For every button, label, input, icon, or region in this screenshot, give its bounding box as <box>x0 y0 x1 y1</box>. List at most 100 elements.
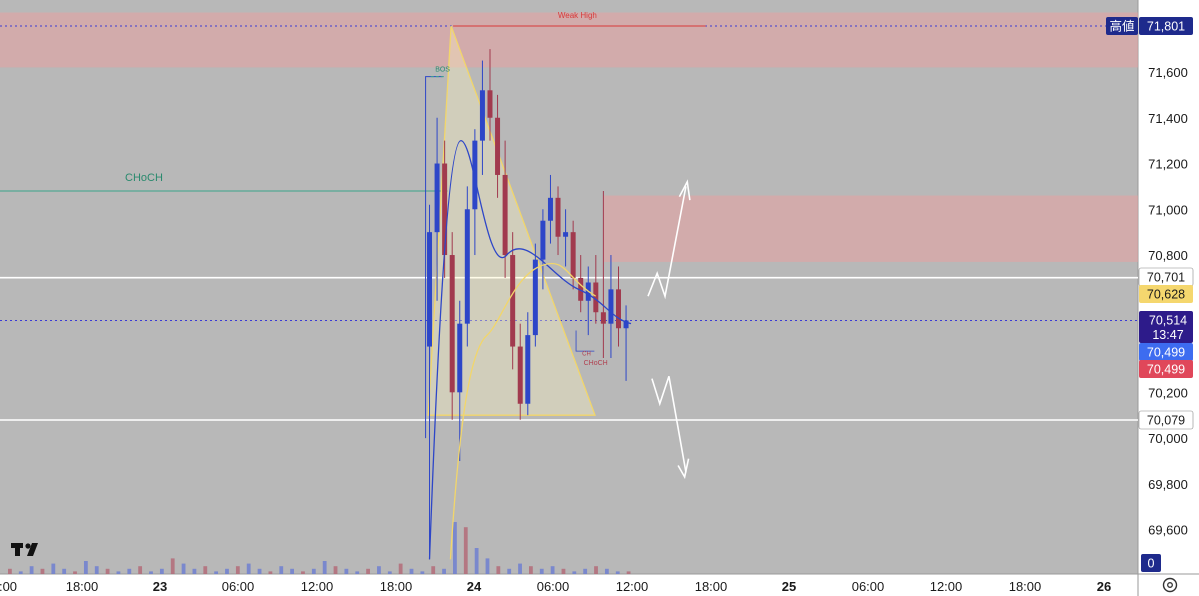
candle-body <box>517 346 523 404</box>
price-tick-label: 70,200 <box>1148 385 1188 400</box>
volume-bar <box>105 568 110 574</box>
slow-moving-average <box>449 262 597 560</box>
price-tag-text: 70,079 <box>1147 414 1185 428</box>
volume-bar <box>181 563 186 574</box>
volume-bar <box>518 563 522 574</box>
candle-body <box>525 335 531 404</box>
volume-bar <box>192 568 197 574</box>
candle-body <box>593 282 599 313</box>
price-tick-label: 71,200 <box>1148 157 1188 172</box>
weak-high-label: Weak High <box>558 11 597 20</box>
volume-bar <box>159 568 164 574</box>
volume-bar <box>507 568 512 574</box>
tradingview-logo[interactable]: TV <box>0 0 38 556</box>
volume-bar <box>485 558 490 574</box>
price-tag-text: 70,499 <box>1147 346 1185 360</box>
time-tick-label: 12:00 <box>616 579 649 594</box>
volume-bar <box>170 558 175 574</box>
time-tick-label: 06:00 <box>537 579 570 594</box>
volume-bar <box>387 571 392 574</box>
volume-bar <box>409 568 414 574</box>
current-price-tag <box>1139 311 1193 343</box>
mid-supply-zone <box>603 195 1138 262</box>
volume-bar <box>594 566 598 574</box>
volume-bar <box>268 571 273 574</box>
volume-bar <box>94 566 99 574</box>
price-tag-text: 70,628 <box>1147 288 1185 302</box>
volume-bar <box>344 568 349 574</box>
volume-bar <box>138 566 143 574</box>
price-tick-label: 71,400 <box>1148 111 1188 126</box>
candle-body <box>510 255 516 347</box>
candle-body <box>487 90 493 118</box>
volume-bar <box>529 566 533 574</box>
volume-bar <box>311 568 316 574</box>
candle-body <box>600 312 606 324</box>
price-tick-label: 70,800 <box>1148 248 1188 263</box>
volume-bar <box>214 571 219 574</box>
candle-body <box>464 209 470 324</box>
volume-bar <box>453 522 457 574</box>
logo-stem <box>15 543 20 556</box>
price-tag <box>1139 343 1193 361</box>
volume-bar <box>474 548 479 574</box>
fast-moving-average <box>428 139 632 560</box>
choch-right-bracket <box>575 330 595 352</box>
candle-body <box>442 163 448 256</box>
volume-bar <box>62 568 67 574</box>
volume-bar <box>377 566 381 574</box>
logo-dot <box>25 543 31 549</box>
candle-body <box>578 277 584 301</box>
candle-body <box>502 174 508 256</box>
volume-bar <box>203 566 208 574</box>
candle-body <box>555 197 561 237</box>
candle-body <box>495 117 501 175</box>
price-tag <box>1139 285 1193 303</box>
settings-button[interactable] <box>1162 577 1178 593</box>
volume-bar <box>431 566 436 574</box>
volume-bar <box>51 563 56 574</box>
price-tick-label: 71,600 <box>1148 65 1188 80</box>
bullish-arrow-head <box>678 179 691 201</box>
settings-icon <box>1162 577 1178 593</box>
bullish-projection-arrow <box>647 186 687 300</box>
volume-bar <box>550 566 555 574</box>
settings-icon-center <box>1167 582 1173 588</box>
choch-right-label: CHoCH <box>584 360 608 367</box>
candle-body <box>615 289 621 329</box>
volume-bar <box>83 561 88 574</box>
choch-left-label: CHoCH <box>125 172 163 184</box>
bos-label: BOS <box>435 67 450 74</box>
time-tick-label: 18:00 <box>380 579 413 594</box>
volume-bar <box>235 566 240 574</box>
choch-right-small-label: CH <box>582 352 591 358</box>
time-tick-label: 23 <box>153 579 167 594</box>
candle-body <box>532 259 538 336</box>
volume-bar <box>420 571 425 574</box>
time-tick-label: 25 <box>782 579 796 594</box>
volume-bar <box>604 568 609 574</box>
time-axis-panel <box>0 574 1199 596</box>
candle-body <box>427 232 433 347</box>
price-tag-text: 70,499 <box>1147 363 1185 377</box>
volume-bar <box>127 568 132 574</box>
volume-bar <box>398 563 403 574</box>
volume-value-tag <box>1141 554 1161 572</box>
volume-bar <box>366 568 370 574</box>
volume-bar <box>29 566 34 574</box>
volume-bar <box>257 568 262 574</box>
price-tag <box>1138 410 1194 430</box>
volume-bar <box>116 571 121 574</box>
time-tick-label: 18:00 <box>66 579 99 594</box>
upper-supply-zone <box>0 12 1138 68</box>
volume-bar <box>322 561 327 574</box>
price-tag-text: 70,701 <box>1147 271 1185 285</box>
volume-bar <box>463 527 468 574</box>
logo-slash <box>27 543 38 556</box>
price-tick-label: 69,600 <box>1148 523 1188 538</box>
price-tag-text: 71,801 <box>1147 20 1185 34</box>
candle-body <box>570 232 576 278</box>
volume-bar <box>583 568 588 574</box>
price-tick-label: 69,800 <box>1148 477 1188 492</box>
